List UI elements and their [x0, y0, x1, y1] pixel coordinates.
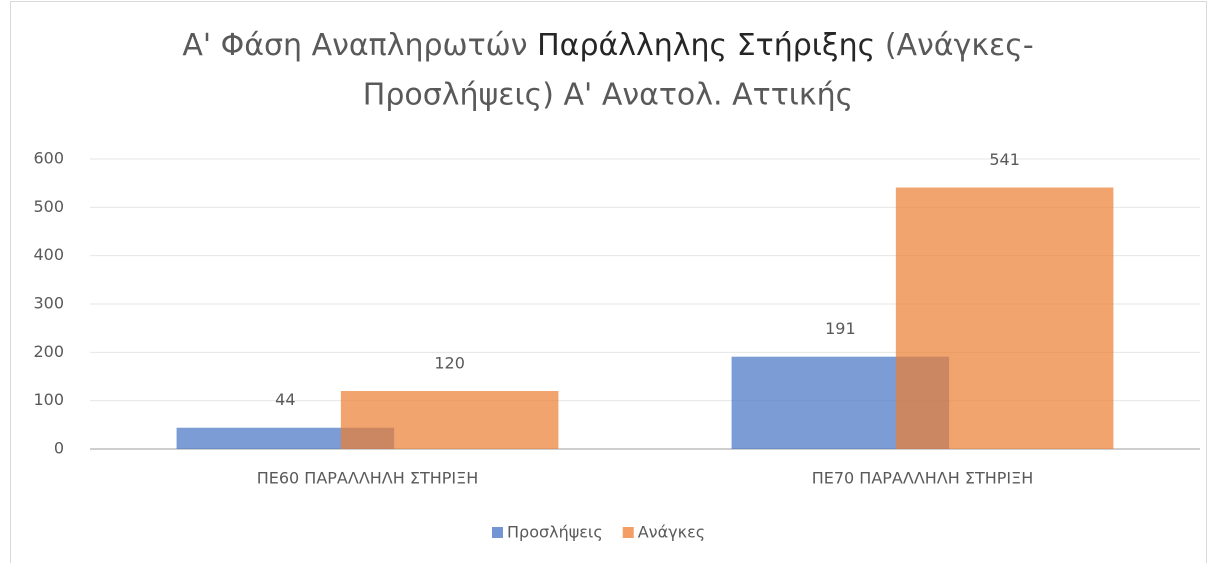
y-tick-label: 400 [33, 245, 64, 264]
y-tick-label: 200 [33, 342, 64, 361]
title-part: Παράλληλης Στήριξης [537, 28, 875, 63]
title-part: Α' Φάση Αναπληρωτών [182, 28, 537, 63]
y-tick-label: 300 [33, 294, 64, 313]
bar [895, 187, 1114, 449]
x-tick-label: ΠΕ70 ΠΑΡΑΛΛΗΛΗ ΣΤΗΡΙΞΗ [812, 469, 1034, 488]
y-tick-label: 600 [33, 149, 64, 168]
x-tick-label: ΠΕ60 ΠΑΡΑΛΛΗΛΗ ΣΤΗΡΙΞΗ [257, 469, 479, 488]
legend-label: Ανάγκες [638, 523, 705, 542]
data-label: 120 [434, 354, 465, 373]
y-tick-label: 100 [33, 390, 64, 409]
y-tick-label: 500 [33, 197, 64, 216]
legend-label: Προσλήψεις [507, 523, 603, 542]
bar [340, 391, 559, 449]
data-label: 191 [825, 319, 856, 338]
bar [176, 427, 395, 449]
legend-swatch [492, 527, 503, 538]
chart-title: Α' Φάση Αναπληρωτών Παράλληλης Στήριξης … [182, 28, 1033, 63]
chart-title: Προσλήψεις) Α' Ανατολ. Αττικής [363, 78, 853, 113]
y-tick-label: 0 [54, 439, 64, 458]
title-part: (Ανάγκες- [875, 28, 1033, 63]
data-label: 44 [275, 390, 295, 409]
legend-swatch [622, 527, 634, 538]
data-label: 541 [989, 150, 1020, 169]
